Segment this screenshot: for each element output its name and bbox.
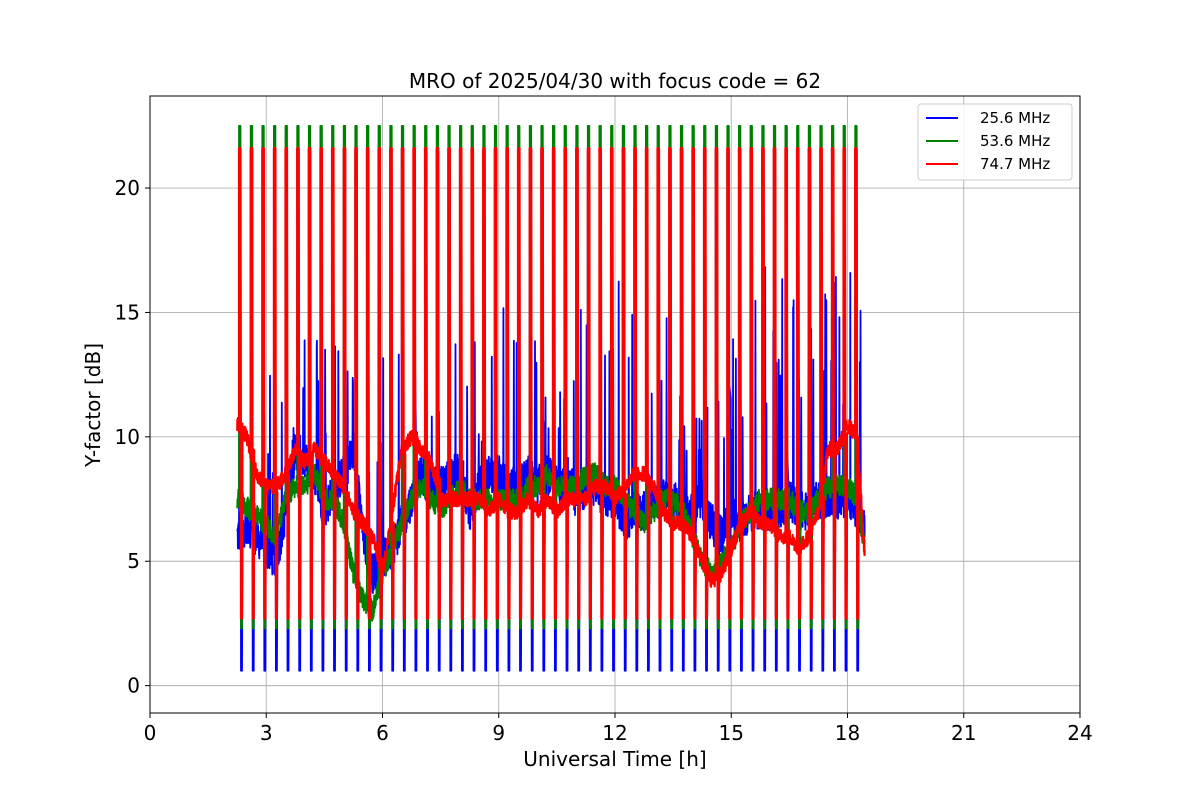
x-tick-label: 21 [951, 721, 976, 745]
legend-label: 74.7 MHz [980, 155, 1050, 173]
x-tick-label: 24 [1067, 721, 1092, 745]
legend-label: 53.6 MHz [980, 132, 1050, 150]
y-tick-label: 20 [115, 176, 140, 200]
y-axis: 0 5 10 15 20 [115, 176, 150, 698]
chart-title: MRO of 2025/04/30 with focus code = 62 [409, 69, 821, 93]
x-tick-label: 9 [492, 721, 505, 745]
legend-label: 25.6 MHz [980, 109, 1050, 127]
y-tick-label: 15 [115, 300, 140, 324]
x-tick-label: 0 [144, 721, 157, 745]
y-tick-label: 5 [127, 549, 140, 573]
x-tick-label: 18 [835, 721, 860, 745]
series-line-3 [236, 147, 866, 620]
x-tick-label: 15 [719, 721, 744, 745]
series-line-2 [236, 125, 866, 630]
x-tick-label: 12 [602, 721, 627, 745]
legend-box [917, 103, 1073, 181]
series-layer [236, 125, 866, 672]
y-axis-label: Y-factor [dB] [81, 343, 105, 468]
x-axis: 0 3 6 9 12 15 18 21 24 [144, 713, 1093, 745]
y-tick-label: 10 [115, 425, 140, 449]
x-axis-label: Universal Time [h] [523, 747, 706, 771]
y-tick-label: 0 [127, 674, 140, 698]
x-tick-label: 6 [376, 721, 389, 745]
x-tick-label: 3 [260, 721, 273, 745]
legend: 25.6 MHz 53.6 MHz 74.7 MHz [917, 103, 1073, 181]
